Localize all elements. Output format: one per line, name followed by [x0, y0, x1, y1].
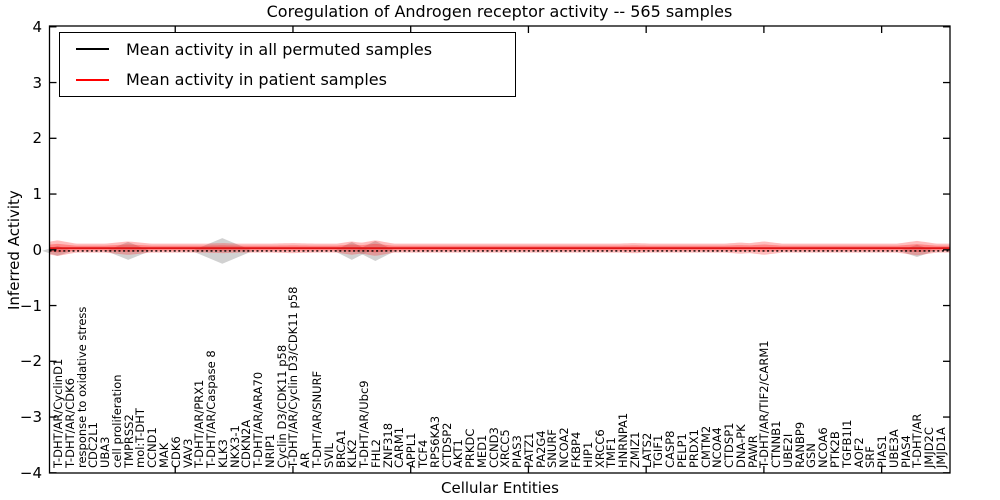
- x-tick-label: TGFB1I1: [839, 419, 854, 468]
- legend-item-patient: Mean activity in patient samples: [60, 66, 515, 94]
- permuted-violins: [42, 238, 935, 264]
- x-axis-label: Cellular Entities: [441, 479, 559, 497]
- patient-line-swatch-icon: [76, 78, 109, 81]
- legend: Mean activity in all permuted samples Me…: [59, 32, 516, 97]
- permuted-line-swatch-icon: [76, 48, 109, 51]
- x-tick-label: RPS6KA3: [427, 415, 442, 468]
- x-tick-label: JMJD1A: [934, 427, 948, 468]
- legend-label: Mean activity in all permuted samples: [126, 39, 433, 59]
- y-tick-label: −4: [19, 463, 42, 482]
- y-tick-label: 0: [32, 240, 42, 259]
- y-tick-label: −1: [19, 296, 42, 315]
- x-tick-label: PRDX1: [686, 429, 701, 468]
- y-tick-label: 4: [32, 17, 42, 36]
- legend-item-permuted: Mean activity in all permuted samples: [60, 35, 515, 63]
- y-tick-label: −2: [19, 352, 42, 371]
- x-tick-label: HIP1: [580, 441, 595, 468]
- x-tick-label: T-DHT/AR/CDK6: [62, 378, 77, 468]
- x-tick-label: T-DHT/AR/Cyclin D3/CDK11 p58: [286, 286, 301, 468]
- legend-label: Mean activity in patient samples: [126, 70, 387, 90]
- y-tick-label: 3: [32, 73, 42, 92]
- y-tick-label: 1: [32, 185, 42, 204]
- y-tick-label: 2: [32, 129, 42, 148]
- x-tick-label: KLK3: [215, 439, 230, 468]
- x-tick-label: SVIL: [321, 443, 336, 468]
- x-tick-label: CDK6: [168, 436, 183, 468]
- chart-title: Coregulation of Androgen receptor activi…: [266, 2, 733, 21]
- axes-frame: [48, 25, 951, 474]
- y-tick-label: −3: [19, 408, 42, 427]
